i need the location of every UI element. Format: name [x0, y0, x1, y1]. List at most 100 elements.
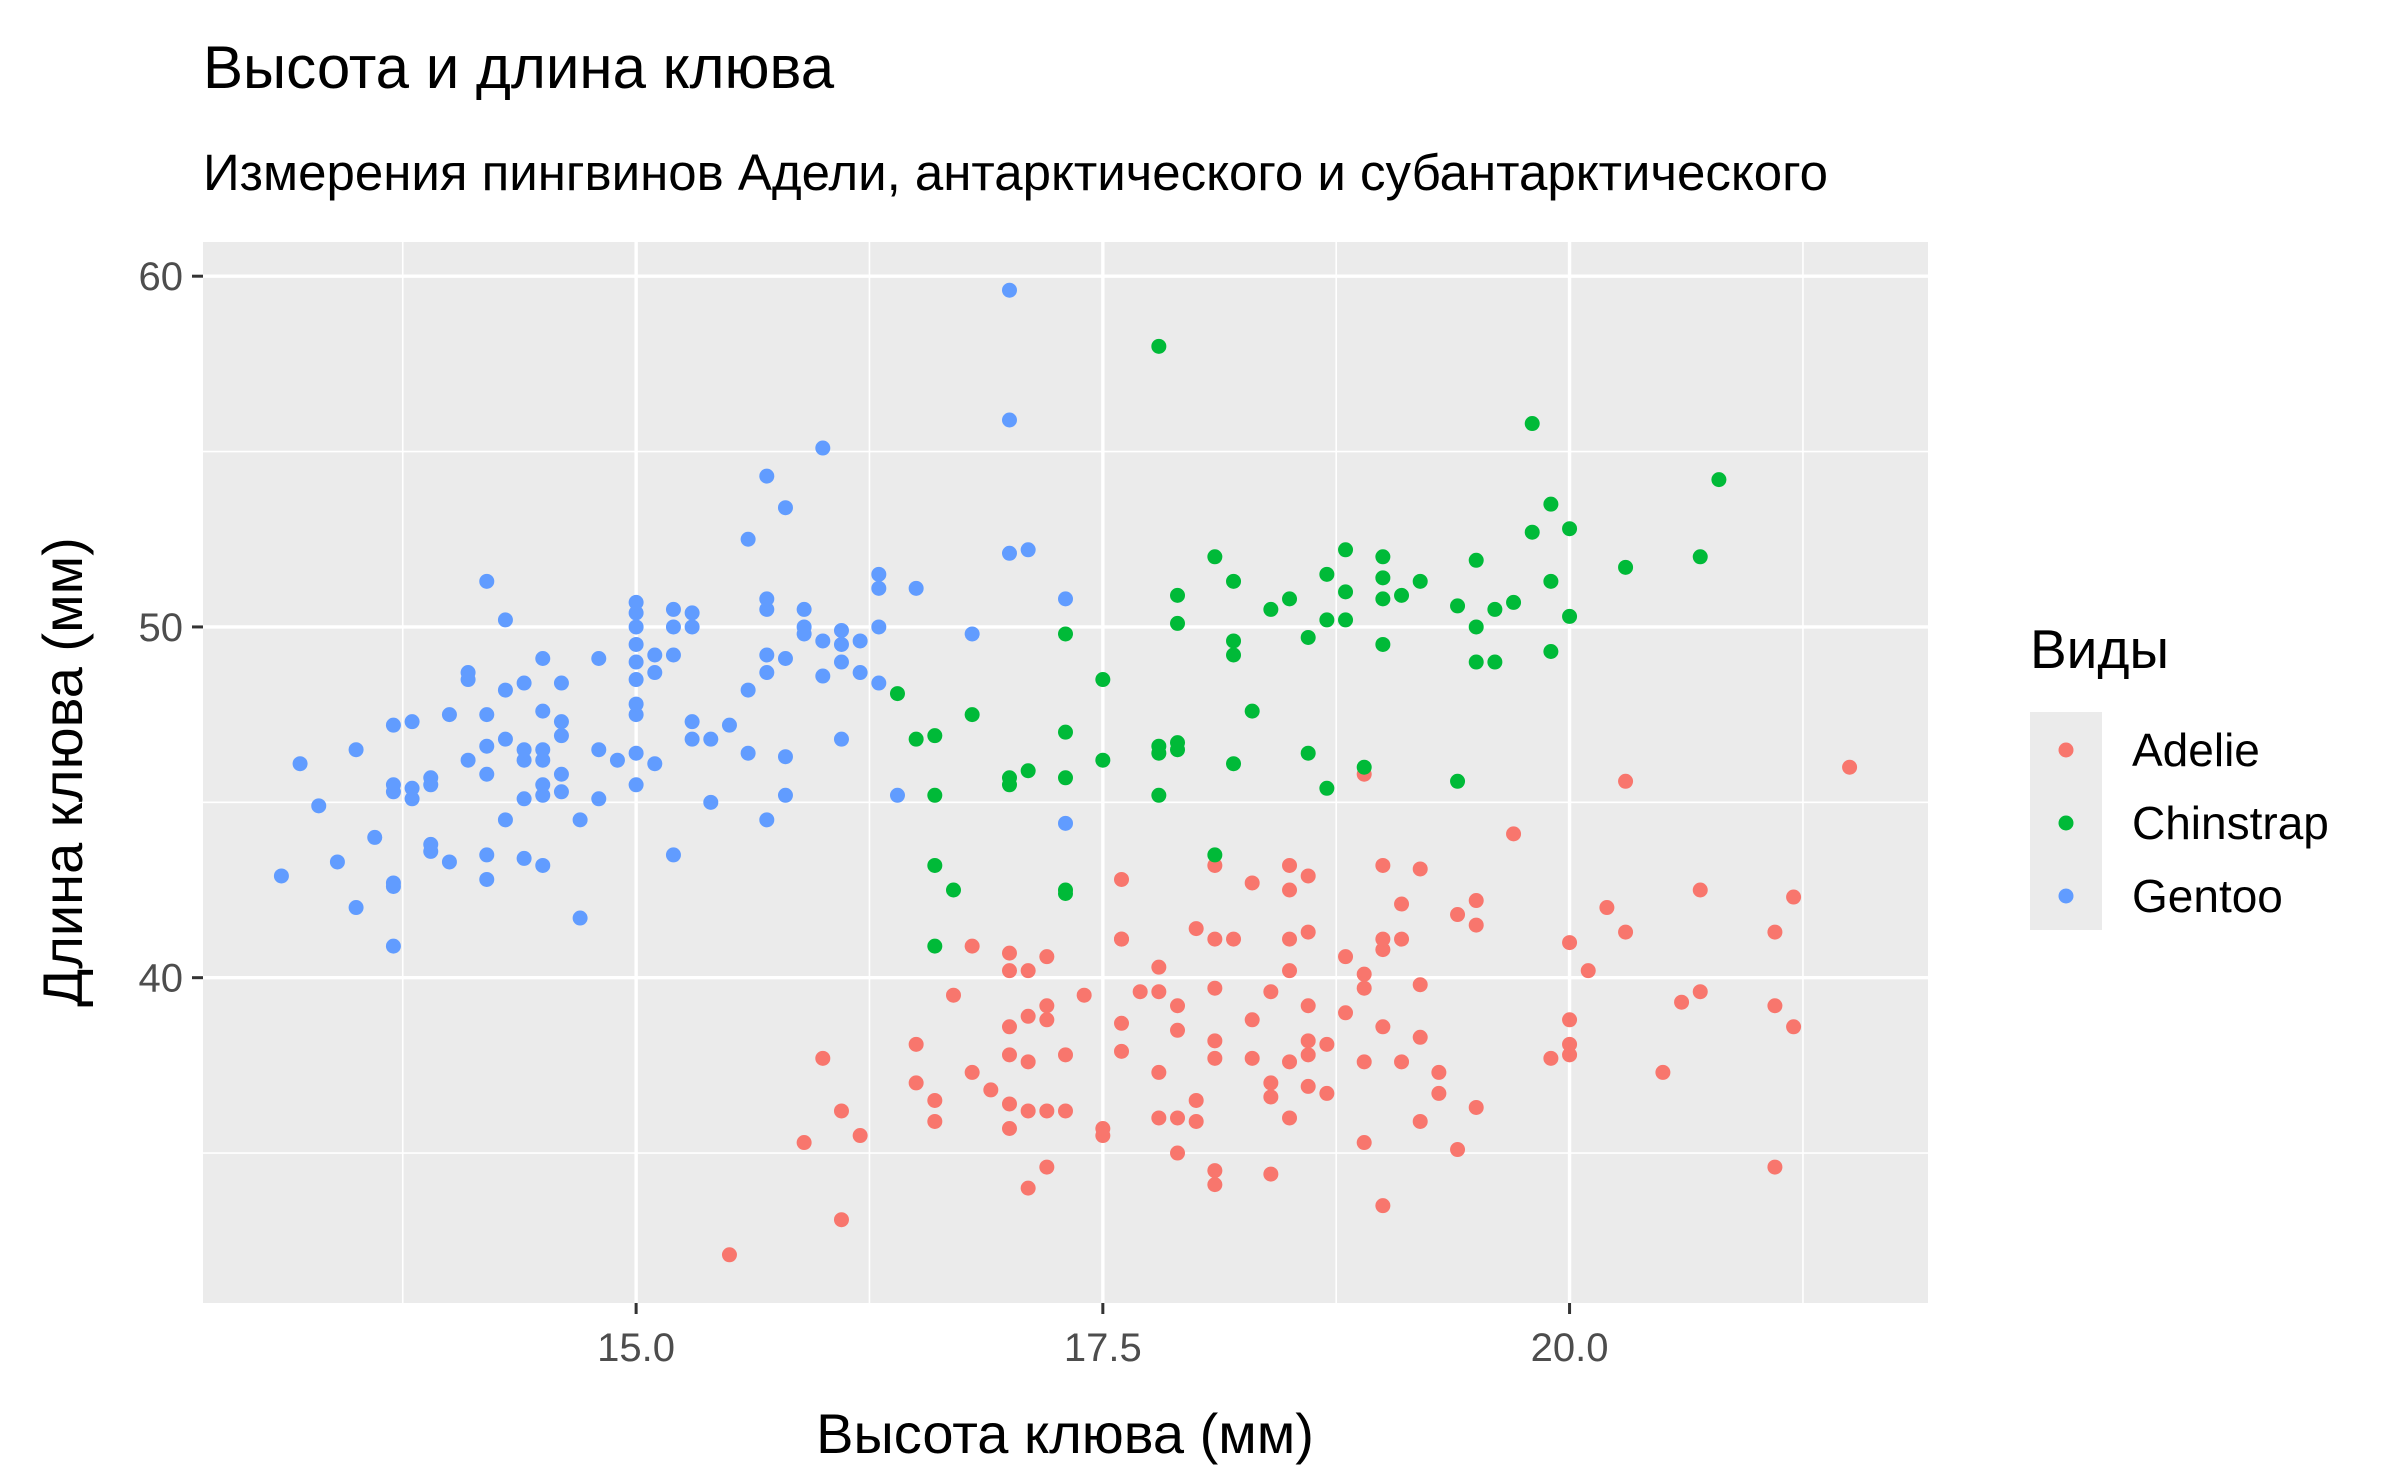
y-axis-ticks: 40 50 60 — [139, 255, 203, 1001]
point-gentoo — [479, 871, 495, 887]
point-gentoo — [367, 829, 383, 845]
point-gentoo — [423, 770, 439, 786]
point-gentoo — [385, 938, 401, 954]
point-chinstrap — [1450, 598, 1466, 614]
point-gentoo — [311, 798, 327, 814]
point-adelie — [1244, 1012, 1260, 1028]
point-chinstrap — [1338, 612, 1354, 628]
point-gentoo — [535, 742, 551, 758]
point-adelie — [1356, 966, 1372, 982]
point-gentoo — [479, 573, 495, 589]
point-adelie — [1468, 917, 1484, 933]
point-gentoo — [665, 647, 681, 663]
point-adelie — [1020, 1054, 1036, 1070]
point-gentoo — [740, 682, 756, 698]
point-chinstrap — [927, 938, 943, 954]
point-adelie — [1282, 1054, 1298, 1070]
point-chinstrap — [1226, 633, 1242, 649]
point-adelie — [1562, 1047, 1578, 1063]
point-adelie — [1450, 1142, 1466, 1158]
point-gentoo — [535, 777, 551, 793]
point-adelie — [1356, 1054, 1372, 1070]
point-chinstrap — [1151, 338, 1167, 354]
point-gentoo — [292, 756, 308, 772]
point-chinstrap — [1207, 847, 1223, 863]
legend-items: Adelie Chinstrap Gentoo — [2058, 724, 2329, 922]
point-adelie — [1412, 1113, 1428, 1129]
point-chinstrap — [1375, 591, 1391, 607]
point-adelie — [945, 987, 961, 1003]
point-adelie — [1151, 959, 1167, 975]
point-adelie — [1001, 945, 1017, 961]
point-chinstrap — [1450, 773, 1466, 789]
point-gentoo — [572, 910, 588, 926]
point-gentoo — [516, 742, 532, 758]
point-adelie — [1114, 1043, 1130, 1059]
point-chinstrap — [908, 731, 924, 747]
point-chinstrap — [1226, 756, 1242, 772]
point-adelie — [1300, 998, 1316, 1014]
point-chinstrap — [1170, 587, 1186, 603]
point-chinstrap — [1562, 608, 1578, 624]
point-adelie — [1692, 984, 1708, 1000]
point-chinstrap — [1058, 770, 1073, 786]
point-gentoo — [479, 707, 495, 723]
point-gentoo — [665, 847, 681, 863]
point-gentoo — [404, 791, 420, 807]
point-adelie — [1450, 907, 1466, 923]
point-gentoo — [796, 619, 812, 635]
point-adelie — [908, 1036, 924, 1052]
point-chinstrap — [1170, 735, 1186, 751]
point-adelie — [1058, 1103, 1073, 1119]
point-adelie — [1207, 1050, 1223, 1066]
point-chinstrap — [1618, 559, 1634, 575]
point-gentoo — [684, 619, 700, 635]
point-gentoo — [385, 777, 401, 793]
point-adelie — [983, 1082, 999, 1098]
legend-label-adelie: Adelie — [2132, 724, 2260, 776]
point-chinstrap — [1319, 566, 1335, 582]
point-adelie — [1039, 949, 1055, 965]
point-chinstrap — [1543, 643, 1559, 659]
point-gentoo — [1001, 282, 1017, 298]
point-adelie — [1207, 980, 1223, 996]
point-adelie — [833, 1212, 849, 1228]
point-gentoo — [759, 812, 775, 828]
point-adelie — [1394, 1054, 1410, 1070]
point-gentoo — [628, 707, 644, 723]
point-adelie — [1674, 994, 1690, 1010]
point-gentoo — [535, 651, 551, 667]
point-gentoo — [833, 654, 849, 670]
point-gentoo — [516, 791, 532, 807]
point-chinstrap — [1394, 587, 1410, 603]
x-tick-label: 15.0 — [597, 1326, 675, 1370]
point-gentoo — [759, 601, 775, 617]
point-adelie — [1692, 882, 1708, 898]
legend-key-chinstrap — [2058, 815, 2074, 831]
x-axis-title: Высота клюва (мм) — [816, 1402, 1314, 1465]
point-chinstrap — [1543, 573, 1559, 589]
point-chinstrap — [1319, 612, 1335, 628]
point-chinstrap — [1487, 654, 1503, 670]
point-gentoo — [628, 594, 644, 610]
point-adelie — [1170, 1145, 1186, 1161]
point-adelie — [1394, 931, 1410, 947]
point-adelie — [1431, 1085, 1447, 1101]
point-adelie — [1001, 1019, 1017, 1035]
point-adelie — [1767, 998, 1783, 1014]
point-adelie — [1300, 924, 1316, 940]
point-adelie — [1282, 1110, 1298, 1126]
point-gentoo — [628, 654, 644, 670]
point-gentoo — [479, 738, 495, 754]
legend-key-adelie — [2058, 742, 2074, 758]
point-gentoo — [404, 714, 420, 730]
point-adelie — [1188, 921, 1204, 937]
point-adelie — [908, 1075, 924, 1091]
point-gentoo — [497, 731, 513, 747]
point-gentoo — [1001, 545, 1017, 561]
point-adelie — [1562, 935, 1578, 951]
point-adelie — [1263, 1089, 1279, 1105]
point-adelie — [1170, 1022, 1186, 1038]
point-gentoo — [684, 714, 700, 730]
point-adelie — [1282, 857, 1298, 873]
